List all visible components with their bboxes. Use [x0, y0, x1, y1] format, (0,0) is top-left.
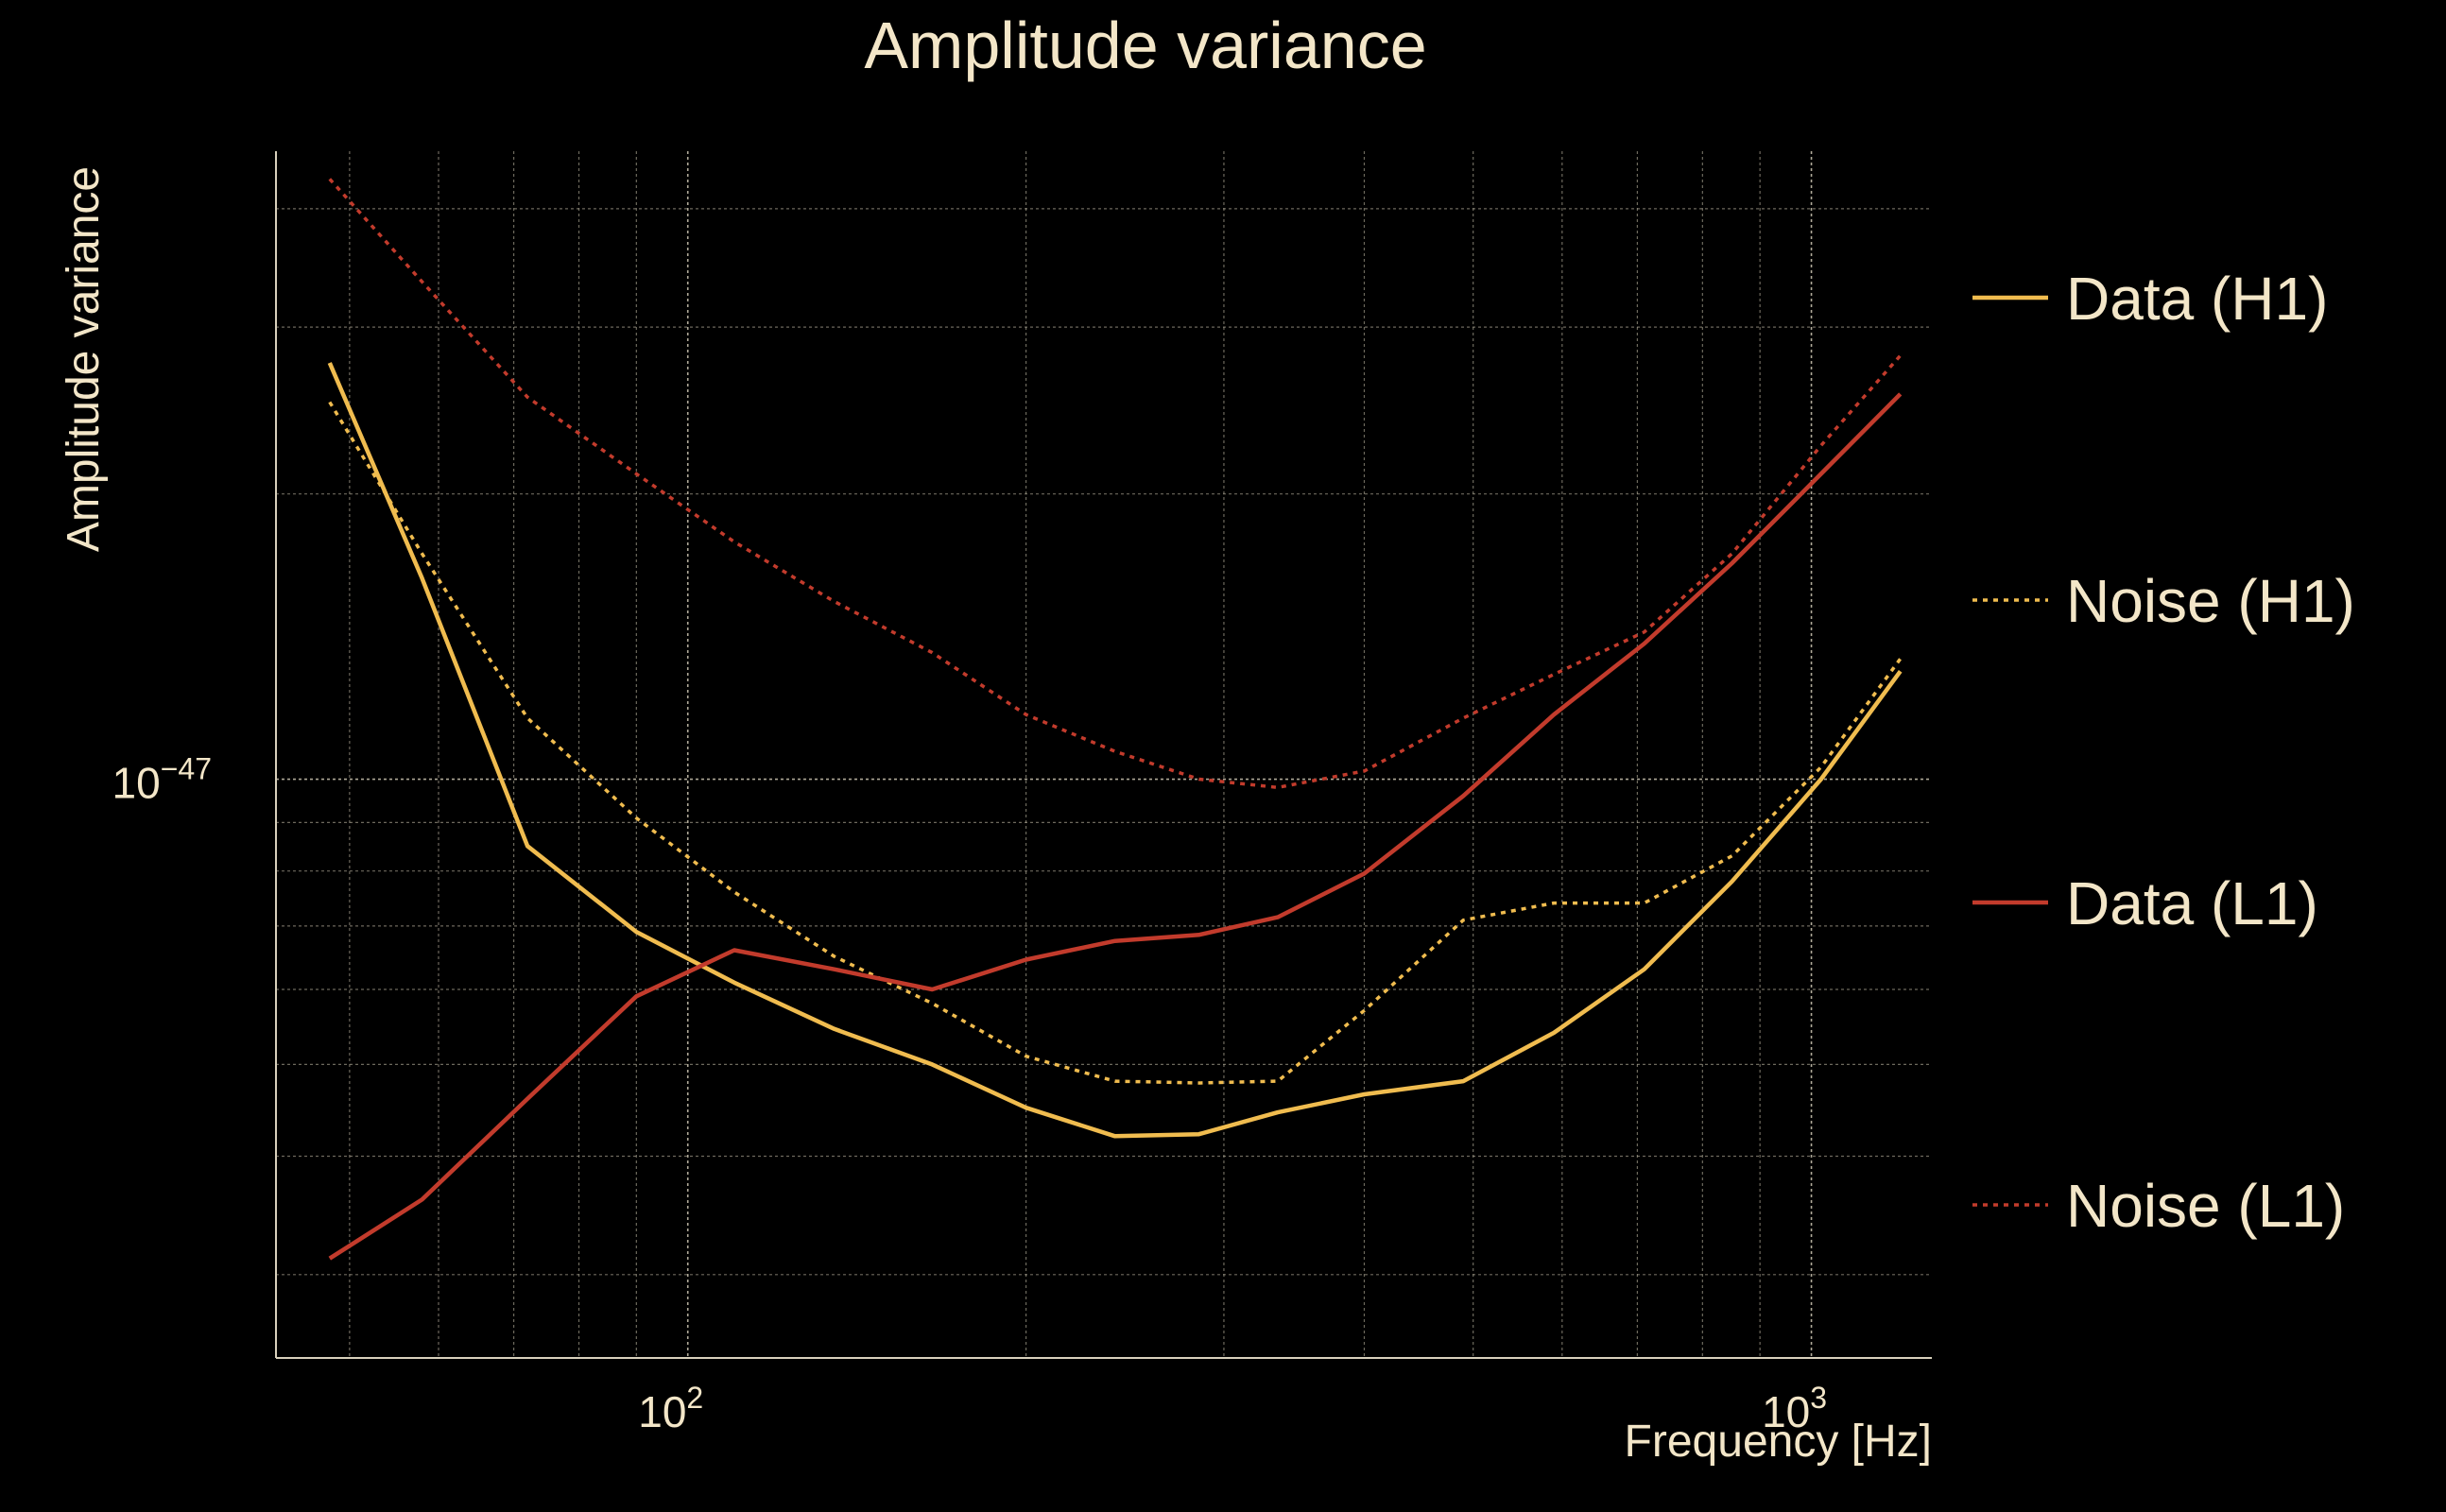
y-tick-labels: 10−47 — [112, 752, 212, 808]
legend: Data (H1) Noise (H1) Data (L1) Noise (L1) — [1972, 265, 2355, 1240]
axes — [275, 151, 1932, 1359]
series-line-4 — [328, 178, 1903, 790]
y-tick-label: 10−47 — [112, 752, 212, 808]
series-line-1 — [327, 362, 1903, 1139]
x-axis-label: Frequency [Hz] — [1625, 1417, 1932, 1467]
series-line-2 — [328, 401, 1903, 1085]
x-tick-label: 102 — [638, 1381, 703, 1436]
series-lines — [327, 178, 1903, 1261]
y-axis-label: Amplitude variance — [59, 166, 109, 552]
chart-title: Amplitude variance — [864, 9, 1426, 82]
legend-label: Noise (H1) — [2066, 567, 2355, 635]
series-line-3 — [328, 392, 1903, 1261]
grid — [276, 151, 1932, 1358]
x-tick-labels: 102 103 — [638, 1381, 1827, 1436]
legend-label: Data (H1) — [2066, 265, 2328, 333]
legend-label: Noise (L1) — [2066, 1172, 2345, 1240]
x-tick-label: 103 — [1762, 1381, 1827, 1436]
legend-label: Data (L1) — [2066, 869, 2318, 937]
